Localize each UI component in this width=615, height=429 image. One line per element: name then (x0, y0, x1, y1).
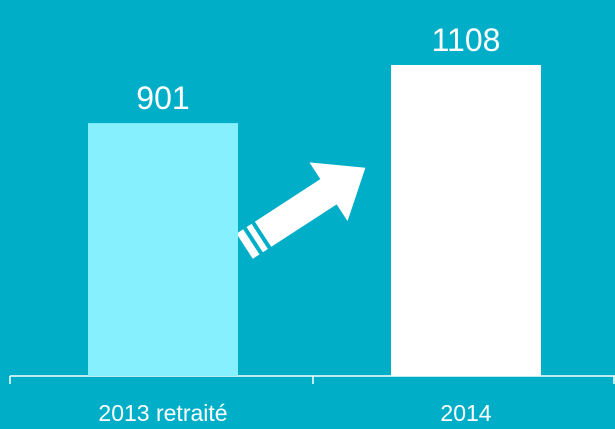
arrow-stripe (242, 226, 264, 256)
x-tick-label: 2014 (440, 400, 491, 426)
arrow-shape (236, 162, 366, 259)
bar (88, 123, 238, 376)
value-label: 901 (136, 80, 189, 116)
arrow (236, 162, 366, 259)
value-label: 1108 (432, 22, 501, 58)
arrow-stripe (250, 220, 272, 250)
x-tick-label: 2013 retraité (98, 400, 227, 426)
bar (391, 65, 541, 376)
